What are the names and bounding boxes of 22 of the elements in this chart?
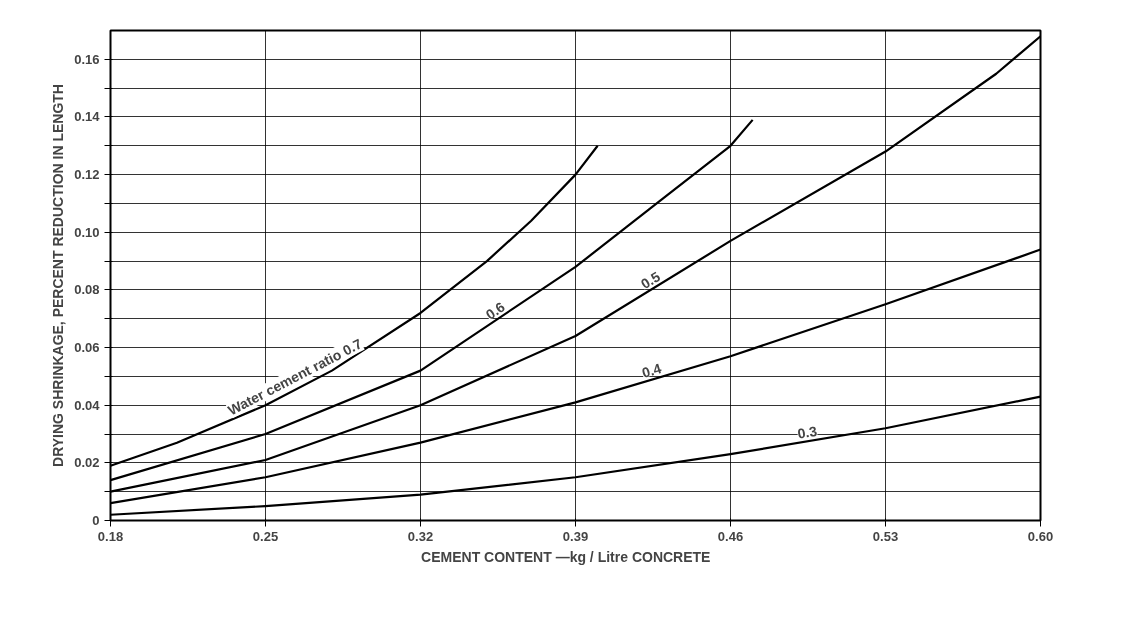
- x-tick-label: 0.32: [407, 528, 434, 544]
- y-tick-label: 0.12: [74, 167, 100, 183]
- y-tick-label: 0.06: [74, 340, 100, 356]
- y-tick-label: 0.10: [74, 224, 100, 240]
- y-tick-label: 0.08: [74, 282, 100, 298]
- x-tick-label: 0.25: [252, 528, 279, 544]
- y-tick-label: 0: [92, 513, 100, 528]
- x-tick-label: 0.18: [97, 528, 124, 544]
- y-tick-label: 0.14: [74, 109, 101, 125]
- y-tick-label: 0.02: [74, 455, 100, 471]
- x-axis-title: CEMENT CONTENT —kg / Litre CONCRETE: [421, 548, 711, 565]
- x-tick-label: 0.46: [717, 528, 744, 544]
- x-tick-label: 0.39: [562, 528, 589, 544]
- text: 0.4: [639, 359, 664, 381]
- x-tick-label: 0.53: [872, 528, 899, 544]
- y-tick-label: 0.16: [74, 51, 100, 67]
- y-tick-label: 0.04: [74, 397, 101, 413]
- text: 0.3: [796, 422, 819, 442]
- x-tick-label: 0.60: [1027, 528, 1054, 544]
- y-axis-title: DRYING SHRINKAGE, PERCENT REDUCTION IN LENGTH: [50, 84, 67, 467]
- text: 0.6: [482, 298, 508, 323]
- text: 0.5: [637, 268, 664, 293]
